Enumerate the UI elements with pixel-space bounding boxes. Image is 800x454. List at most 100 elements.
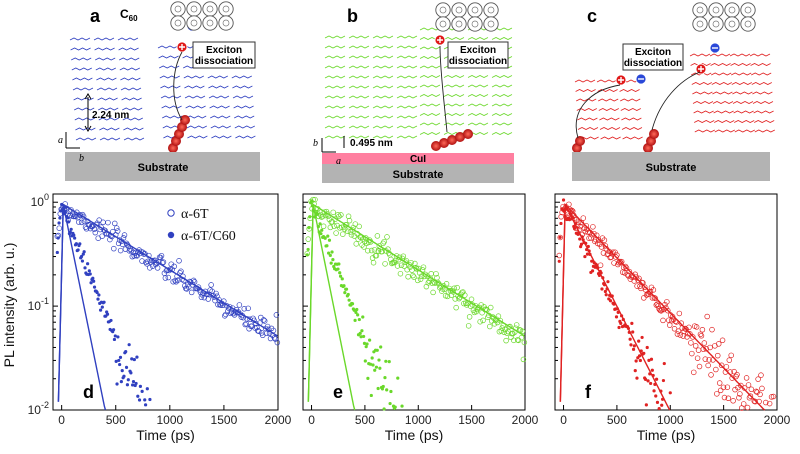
c60-molecule (186, 1, 202, 17)
molecule (117, 37, 139, 41)
molecule (443, 37, 465, 40)
data-point (719, 337, 726, 344)
chart-d: 0 500 1000 1500 2000 100 10-1 10-2 Time (ps) d (28, 192, 292, 443)
molecule (467, 113, 489, 116)
legend-marker-filled (167, 231, 175, 239)
molecule (348, 65, 370, 69)
legend-label-2: α-6T/C60 (181, 229, 236, 244)
data-point (147, 265, 153, 271)
data-point (306, 247, 310, 252)
molecule (396, 85, 418, 89)
data-point (331, 223, 337, 229)
data-point (92, 229, 99, 236)
data-point (487, 304, 494, 311)
molecule (72, 77, 93, 81)
molecule (691, 82, 712, 85)
data-point (378, 366, 382, 370)
data-point (414, 277, 421, 284)
molecule (622, 136, 643, 140)
data-point (140, 389, 144, 393)
data-point (758, 372, 764, 378)
data-point (626, 268, 633, 275)
molecule (443, 103, 465, 107)
molecule (619, 89, 640, 92)
data-point (598, 244, 605, 250)
data-point (683, 326, 689, 332)
molecule (118, 47, 139, 51)
substrate-label-a: Substrate (138, 162, 189, 174)
data-point (630, 321, 634, 325)
molecule (711, 72, 732, 76)
data-point (743, 375, 750, 381)
data-point (380, 387, 385, 391)
molecule (732, 101, 754, 104)
c60-molecule (435, 2, 451, 18)
molecule (348, 125, 370, 129)
data-point (98, 224, 104, 230)
molecule (234, 125, 255, 129)
data-point (714, 391, 720, 397)
data-point (175, 277, 181, 283)
molecule (396, 115, 418, 119)
data-point (435, 279, 441, 286)
data-point (619, 321, 623, 325)
data-point (513, 322, 520, 328)
data-point (634, 283, 640, 289)
molecule (372, 55, 394, 59)
data-point (227, 310, 234, 317)
molecule (123, 137, 145, 141)
molecule (324, 65, 346, 69)
data-point (260, 317, 267, 323)
data-point (634, 359, 638, 363)
molecule (596, 79, 618, 83)
molecule (75, 137, 97, 141)
data-point (111, 328, 116, 332)
molecule (730, 63, 751, 66)
data-point (58, 216, 62, 220)
data-point (583, 254, 587, 259)
data-point (305, 253, 309, 257)
molecule (419, 103, 441, 107)
molecule (324, 75, 346, 79)
data-point (125, 383, 130, 387)
data-point (755, 376, 761, 382)
molecule (599, 127, 621, 130)
data-point (81, 218, 88, 225)
data-point (715, 352, 721, 359)
exciton-text-c1: Exciton (635, 47, 671, 58)
molecule-stacks-b (324, 18, 513, 151)
data-point (468, 296, 475, 303)
molecule (157, 45, 179, 49)
molecule (467, 122, 489, 126)
data-point (439, 286, 446, 292)
data-point (689, 350, 695, 357)
molecule (186, 125, 207, 129)
data-point (452, 296, 458, 302)
data-point (494, 319, 501, 326)
molecule (491, 122, 513, 126)
x-tick-label: 500 (355, 413, 375, 427)
data-point (503, 337, 509, 344)
data-point (335, 211, 341, 218)
molecule (467, 94, 489, 97)
data-point (114, 359, 118, 363)
molecule (160, 95, 182, 99)
molecule (348, 45, 370, 49)
data-point (195, 284, 202, 290)
molecule (419, 75, 441, 78)
cui-label: CuI (410, 154, 426, 165)
fit-line (307, 204, 356, 411)
data-point (651, 294, 658, 301)
data-point (178, 268, 184, 275)
molecule (694, 129, 715, 133)
data-point (348, 232, 355, 238)
data-point (410, 272, 416, 279)
molecule (491, 103, 513, 107)
data-point (734, 371, 740, 378)
data-point (557, 259, 561, 263)
data-point (682, 325, 688, 332)
schematic-c: c Substrate Exciton dissociation (572, 2, 775, 181)
dimension-label-a: 2.24 nm (92, 110, 129, 121)
axis-b-b: b (313, 138, 318, 149)
data-point (694, 355, 701, 361)
